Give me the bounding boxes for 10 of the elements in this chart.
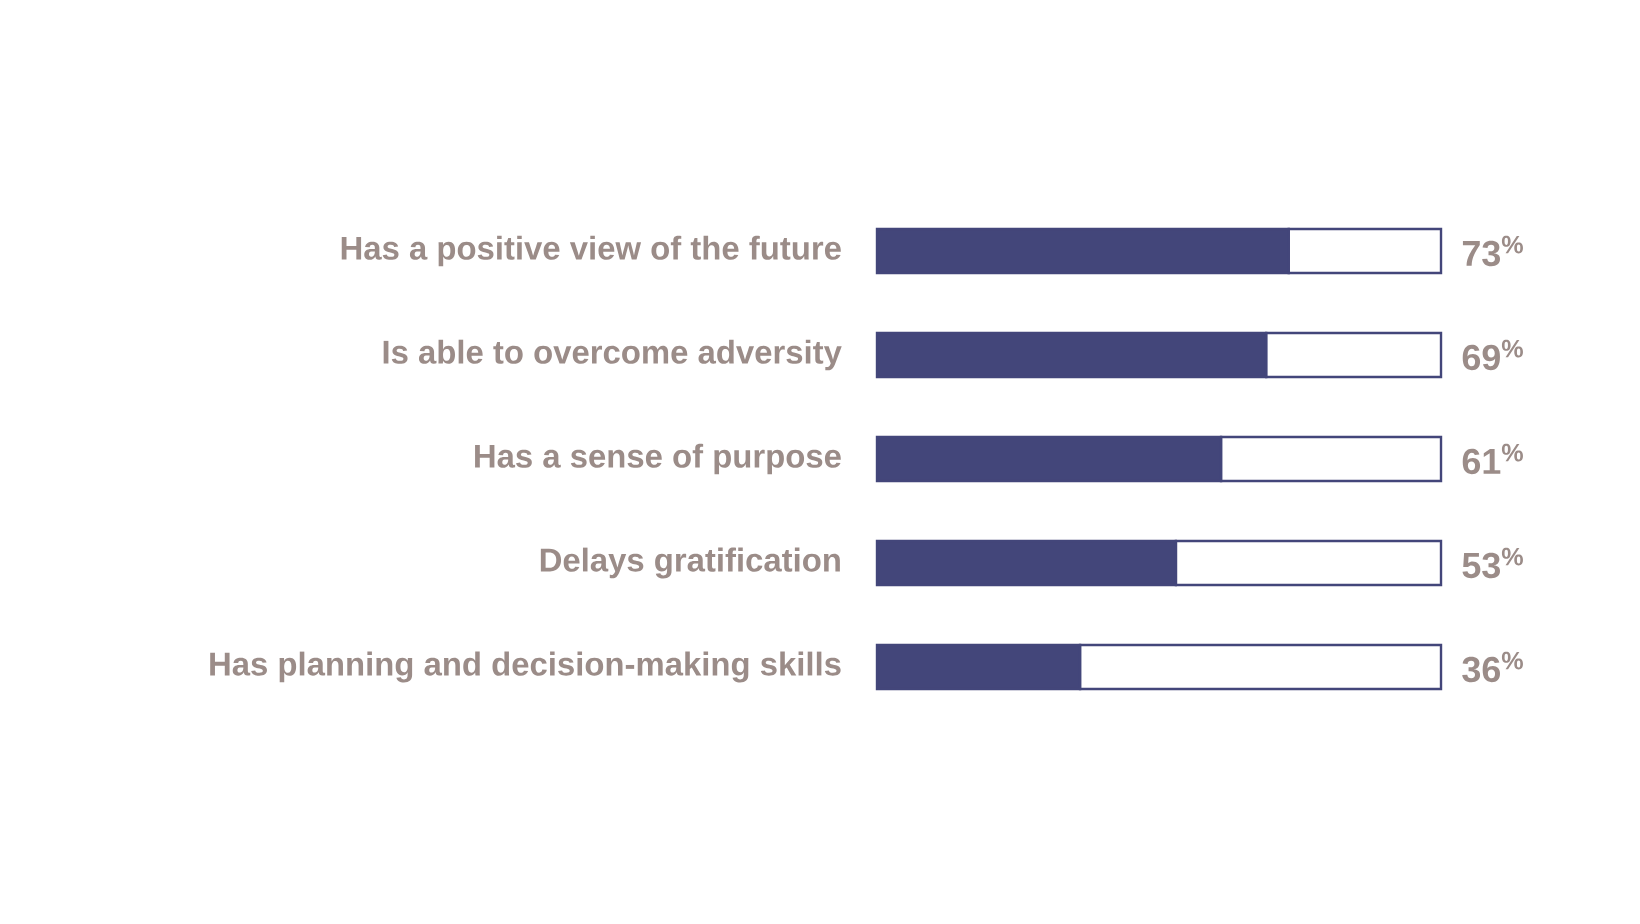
y-tick-label: Delays gratification [540, 547, 840, 579]
data-label: 69$^{%}$ [1462, 339, 1523, 371]
y-tick-label: Has a sense of purpose [475, 443, 841, 475]
y-tick-label: Is able to overcome adversity [383, 339, 842, 371]
y-tick-label: Has a positive view of the future [341, 235, 841, 267]
y-tick-label: Has planning and decision-making skills [210, 651, 841, 683]
data-label: 36$^{%}$ [1462, 651, 1523, 683]
data-label: 73$^{%}$ [1462, 235, 1523, 267]
data-label: 53$^{%}$ [1462, 547, 1523, 579]
data-label: 61$^{%}$ [1462, 443, 1523, 475]
